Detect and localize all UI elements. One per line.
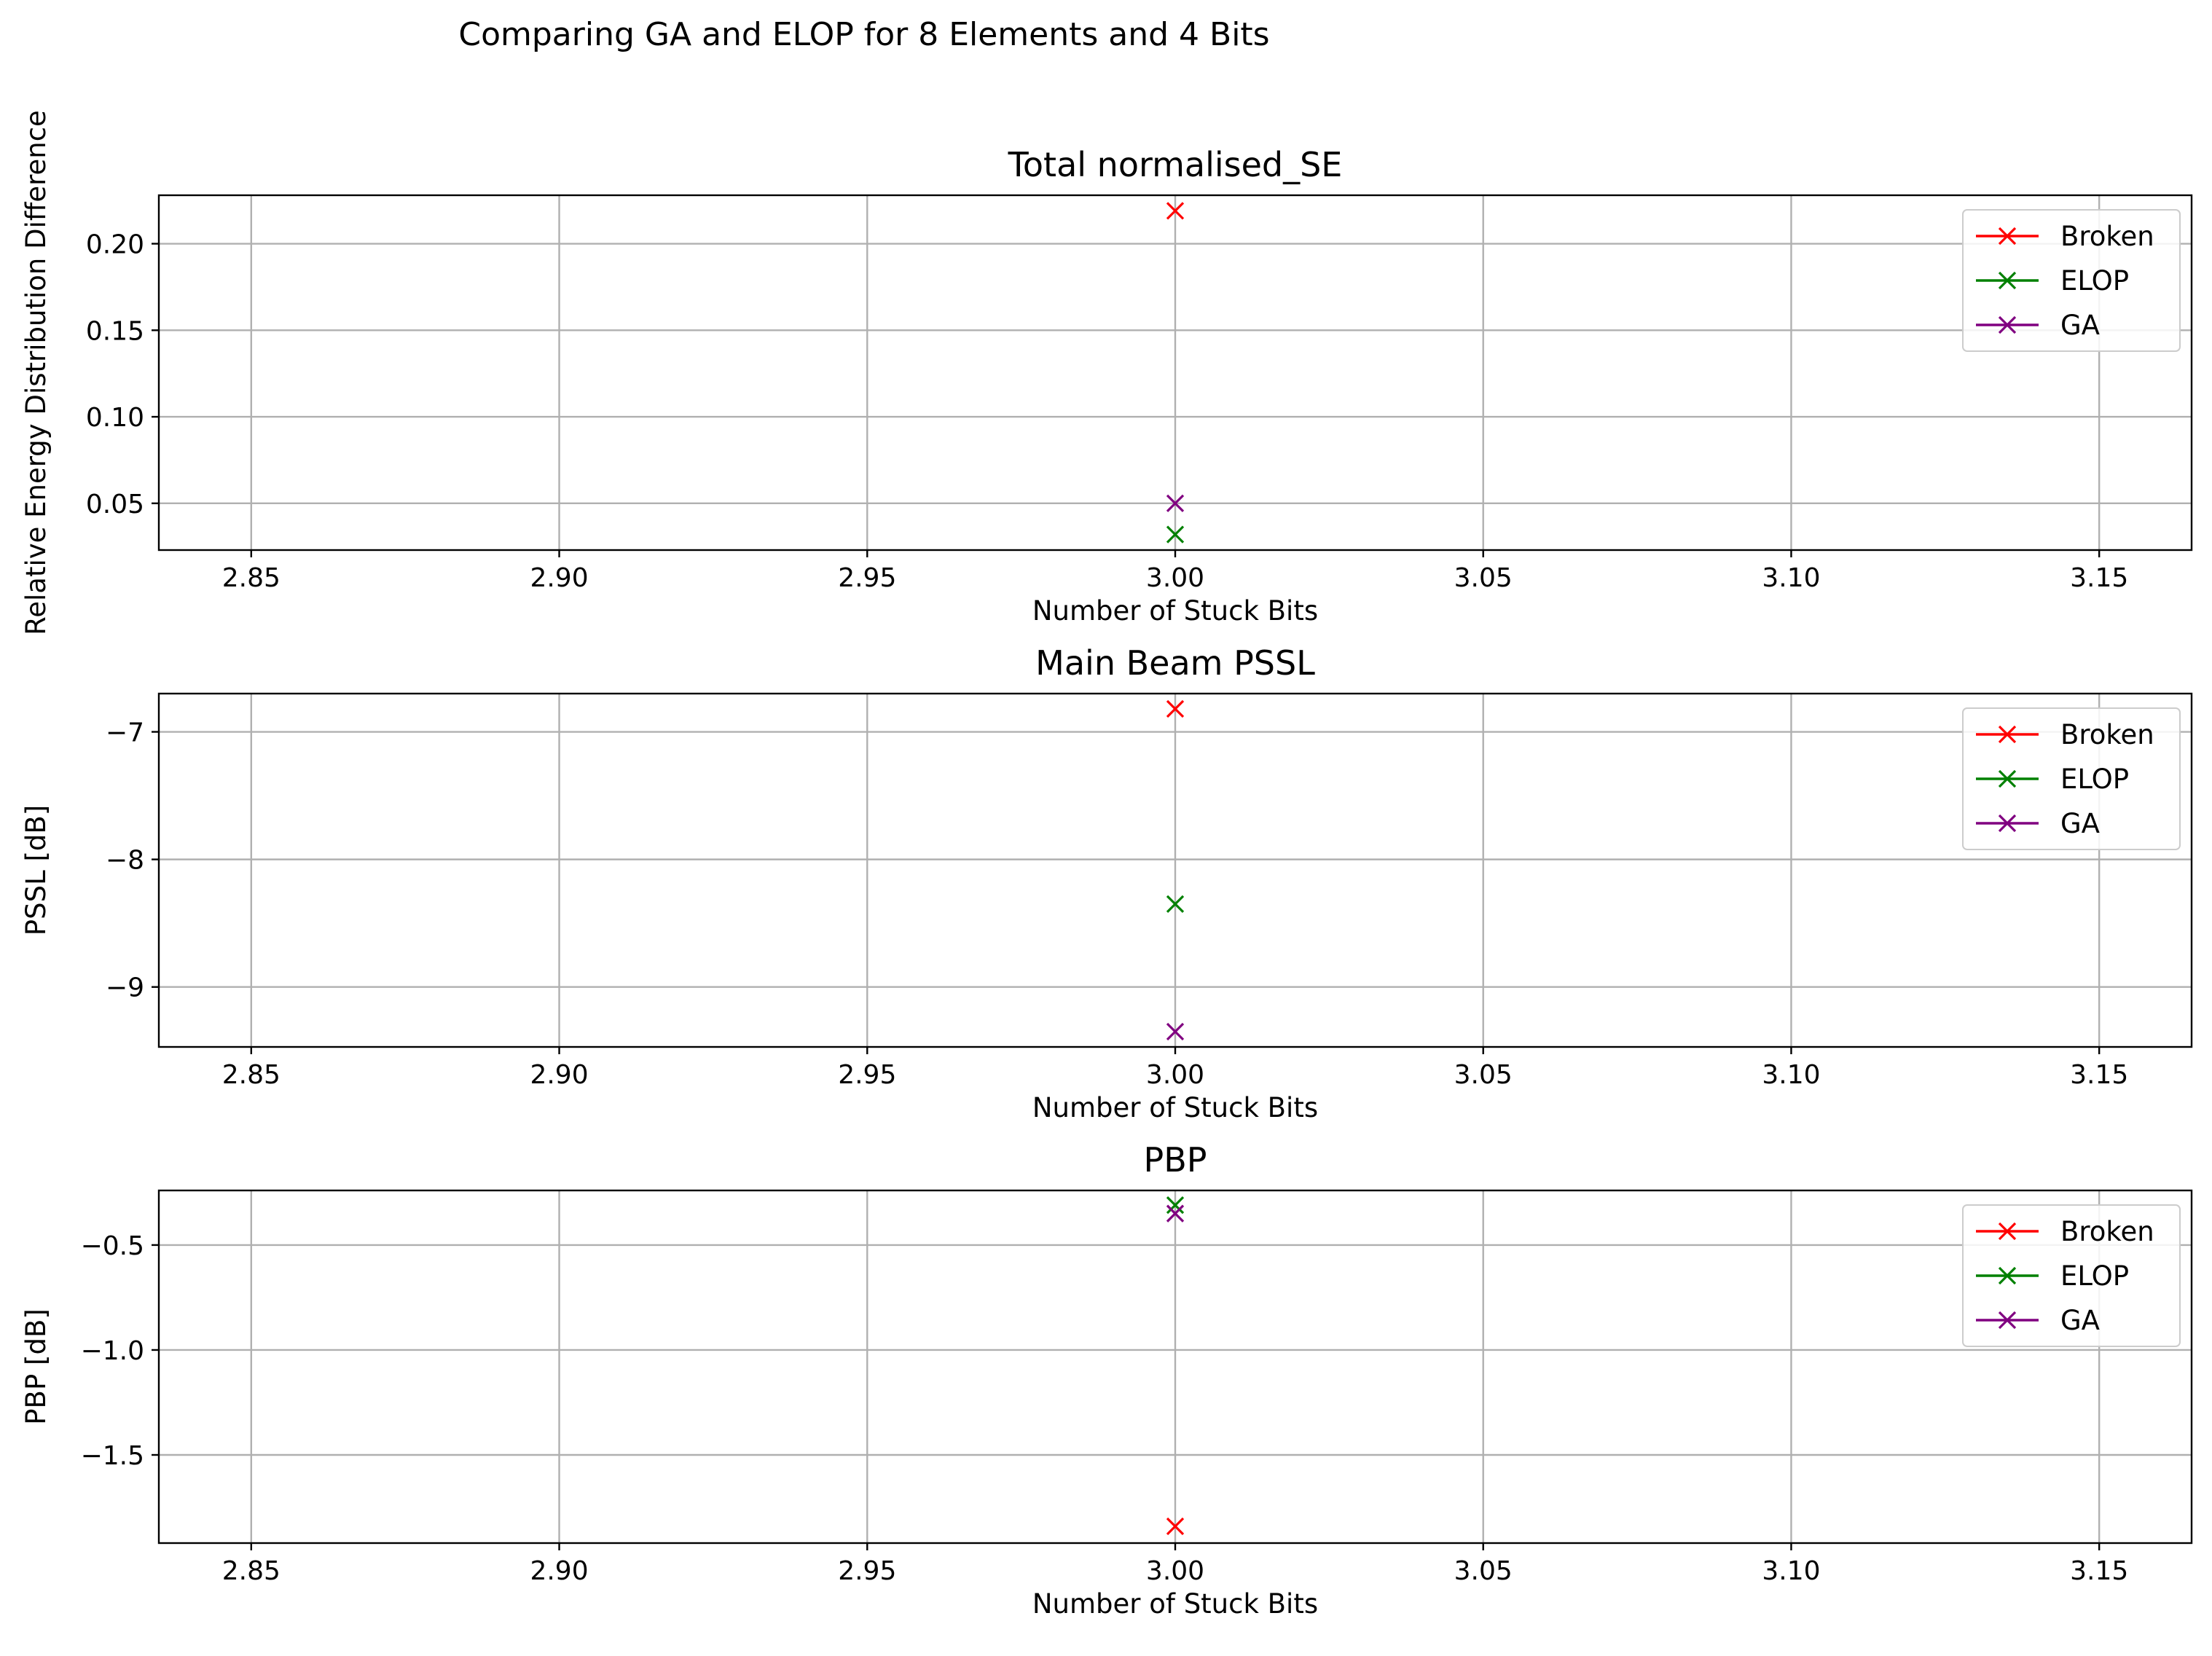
x-tick-label: 2.90	[530, 563, 588, 593]
x-tick-label: 3.10	[1762, 563, 1820, 593]
subplot-1: 2.85 2.90 2.95 3.00 3.05 3.10 3.15 0.05 0.10 0.15…	[20, 110, 2193, 635]
data-point-broken	[1166, 202, 1185, 220]
y-tick-label: −7	[106, 718, 144, 748]
x-tick-label: 3.05	[1454, 1556, 1513, 1586]
legend-label-ga: GA	[2060, 1305, 2100, 1336]
y-tick-label: 0.15	[86, 316, 144, 346]
legend-label-ga: GA	[2060, 808, 2100, 839]
legend-box	[1962, 1204, 2181, 1347]
y-tick-label: 0.20	[86, 230, 144, 260]
y-tick-label: 0.10	[86, 403, 144, 433]
data-point-ga	[1166, 1204, 1185, 1223]
y-tick-label: −1.0	[81, 1336, 144, 1366]
x-tick-label: 2.95	[838, 563, 896, 593]
x-tick-label: 3.00	[1146, 1556, 1204, 1586]
legend-label-broken: Broken	[2060, 221, 2154, 252]
data-point-ga	[1166, 494, 1185, 512]
x-tick-label: 2.90	[530, 1060, 588, 1090]
data-point-elop	[1166, 895, 1185, 914]
y-axis-label: PBP [dB]	[20, 1308, 52, 1425]
x-tick-label: 3.00	[1146, 563, 1204, 593]
data-point-elop	[1166, 1196, 1185, 1214]
legend-marker-elop	[1998, 1266, 2017, 1285]
x-tick-label: 3.10	[1762, 1060, 1820, 1090]
legend-marker-ga	[1998, 315, 2017, 334]
x-tick-label: 2.90	[530, 1556, 588, 1586]
legend-label-elop: ELOP	[2060, 1260, 2129, 1292]
legend-marker-ga	[1998, 814, 2017, 833]
x-tick-label: 2.85	[222, 563, 281, 593]
data-point-broken	[1166, 1517, 1185, 1536]
x-tick-label: 2.85	[222, 1556, 281, 1586]
x-tick-label: 2.95	[838, 1556, 896, 1586]
legend-marker-ga	[1998, 1311, 2017, 1330]
x-tick-label: 3.10	[1762, 1556, 1820, 1586]
x-tick-label: 2.95	[838, 1060, 896, 1090]
subplot-title: Total normalised_SE	[1008, 145, 1343, 184]
x-tick-label: 3.15	[2070, 563, 2128, 593]
legend-marker-broken	[1998, 1222, 2017, 1241]
legend-label-broken: Broken	[2060, 719, 2154, 750]
x-tick-label: 3.15	[2070, 1556, 2128, 1586]
x-axis-label: Number of Stuck Bits	[1032, 1092, 1318, 1123]
y-tick-label: −0.5	[81, 1231, 144, 1261]
legend: Broken ELOP GA	[1962, 1204, 2181, 1347]
legend-marker-elop	[1998, 271, 2017, 290]
x-tick-label: 2.85	[222, 1060, 281, 1090]
subplot-title: Main Beam PSSL	[1035, 643, 1315, 683]
x-axis-label: Number of Stuck Bits	[1032, 1588, 1318, 1620]
subplot-2: 2.85 2.90 2.95 3.00 3.05 3.10 3.15 −9 −8 −7 Main B…	[20, 643, 2193, 1123]
legend-label-elop: ELOP	[2060, 265, 2129, 297]
data-point-ga	[1166, 1022, 1185, 1041]
legend-label-broken: Broken	[2060, 1216, 2154, 1247]
data-point-elop	[1166, 525, 1185, 544]
y-tick-label: −1.5	[81, 1441, 144, 1471]
subplot-title: PBP	[1143, 1140, 1207, 1180]
subplot-3: 2.85 2.90 2.95 3.00 3.05 3.10 3.15 −1.5 −1.0 −0.5…	[20, 1140, 2193, 1620]
y-axis-label: Relative Energy Distribution Difference	[20, 110, 52, 635]
legend: Broken ELOP GA	[1962, 707, 2181, 850]
legend-box	[1962, 707, 2181, 850]
x-tick-label: 3.05	[1454, 563, 1513, 593]
legend-marker-elop	[1998, 769, 2017, 788]
legend-box	[1962, 209, 2181, 352]
x-tick-label: 3.05	[1454, 1060, 1513, 1090]
x-tick-label: 3.00	[1146, 1060, 1204, 1090]
legend-label-elop: ELOP	[2060, 764, 2129, 795]
y-tick-label: −8	[106, 846, 144, 876]
legend-label-ga: GA	[2060, 310, 2100, 341]
legend-marker-broken	[1998, 725, 2017, 744]
figure-title: Comparing GA and ELOP for 8 Elements and…	[458, 16, 1269, 53]
y-tick-label: −9	[106, 973, 144, 1003]
y-axis-label: PSSL [dB]	[20, 805, 52, 935]
y-tick-label: 0.05	[86, 490, 144, 519]
legend: Broken ELOP GA	[1962, 209, 2181, 352]
x-tick-label: 3.15	[2070, 1060, 2128, 1090]
data-point-broken	[1166, 699, 1185, 718]
legend-marker-broken	[1998, 227, 2017, 246]
x-axis-label: Number of Stuck Bits	[1032, 595, 1318, 627]
